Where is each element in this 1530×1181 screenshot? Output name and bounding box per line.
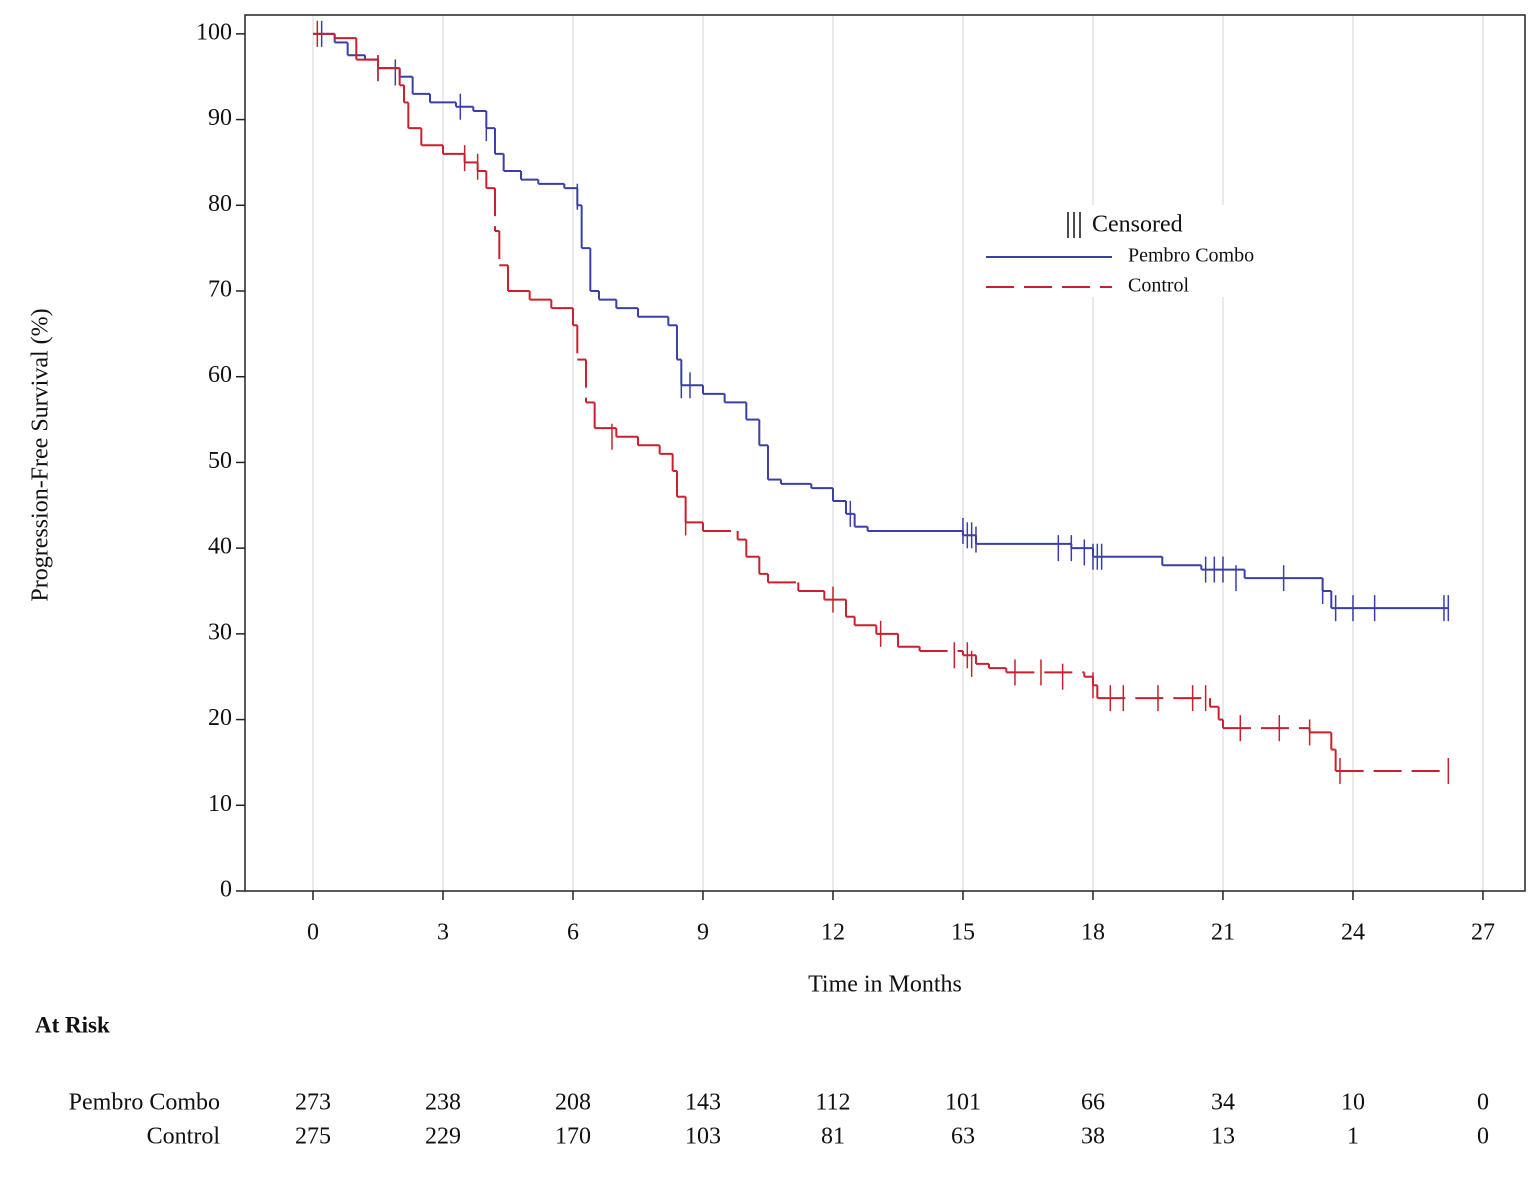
y-tick-label: 30 xyxy=(208,619,232,645)
at-risk-count: 229 xyxy=(425,1124,461,1150)
at-risk-count: 1 xyxy=(1347,1124,1359,1150)
at-risk-count: 63 xyxy=(951,1124,975,1150)
x-tick-label: 12 xyxy=(821,920,845,946)
at-risk-count: 170 xyxy=(555,1124,591,1150)
y-tick-label: 0 xyxy=(220,877,232,903)
legend: Censored xyxy=(980,205,1292,297)
plot-frame xyxy=(244,14,1526,892)
x-tick-label: 9 xyxy=(697,920,709,946)
y-tick-label: 50 xyxy=(208,448,232,474)
y-tick-label: 80 xyxy=(208,191,232,217)
y-tick-label: 100 xyxy=(196,19,232,45)
y-tick-label: 40 xyxy=(208,534,232,560)
at-risk-count: 275 xyxy=(295,1124,331,1150)
at-risk-count: 81 xyxy=(821,1124,845,1150)
y-tick-label: 10 xyxy=(208,791,232,817)
at-risk-count: 0 xyxy=(1477,1124,1489,1150)
at-risk-row-label: Control xyxy=(147,1124,221,1150)
legend-title: Censored xyxy=(1092,212,1183,238)
at-risk-count: 101 xyxy=(945,1090,981,1116)
at-risk-count: 38 xyxy=(1081,1124,1105,1150)
at-risk-count: 66 xyxy=(1081,1090,1105,1116)
x-tick-label: 27 xyxy=(1471,920,1495,946)
at-risk-count: 273 xyxy=(295,1090,331,1116)
at-risk-count: 34 xyxy=(1211,1090,1235,1116)
x-tick-label: 21 xyxy=(1211,920,1235,946)
x-tick-label: 15 xyxy=(951,920,975,946)
at-risk-count: 238 xyxy=(425,1090,461,1116)
legend-box xyxy=(980,205,1292,297)
at-risk-count: 0 xyxy=(1477,1090,1489,1116)
y-tick-label: 70 xyxy=(208,277,232,303)
y-tick-label: 90 xyxy=(208,105,232,131)
at-risk-count: 10 xyxy=(1341,1090,1365,1116)
at-risk-count: 112 xyxy=(815,1090,850,1116)
grid xyxy=(312,15,1484,891)
x-tick-label: 24 xyxy=(1341,920,1365,946)
x-tick-label: 18 xyxy=(1081,920,1105,946)
legend-label: Pembro Combo xyxy=(1128,245,1254,267)
at-risk-count: 143 xyxy=(685,1090,721,1116)
at-risk-count: 103 xyxy=(685,1124,721,1150)
x-axis-title: Time in Months xyxy=(808,972,962,998)
y-tick-label: 60 xyxy=(208,362,232,388)
y-tick-label: 20 xyxy=(208,705,232,731)
legend-label: Control xyxy=(1128,275,1190,297)
at-risk-row-label: Pembro Combo xyxy=(69,1090,220,1116)
x-tick-label: 3 xyxy=(437,920,449,946)
y-axis-title: Progression-Free Survival (%) xyxy=(28,308,54,601)
x-tick-label: 6 xyxy=(567,920,579,946)
x-tick-label: 0 xyxy=(307,920,319,946)
at-risk-count: 13 xyxy=(1211,1124,1235,1150)
plot-area xyxy=(312,20,1450,784)
km-curve xyxy=(312,32,1449,772)
at-risk-count: 208 xyxy=(555,1090,591,1116)
at-risk-title: At Risk xyxy=(35,1012,110,1037)
